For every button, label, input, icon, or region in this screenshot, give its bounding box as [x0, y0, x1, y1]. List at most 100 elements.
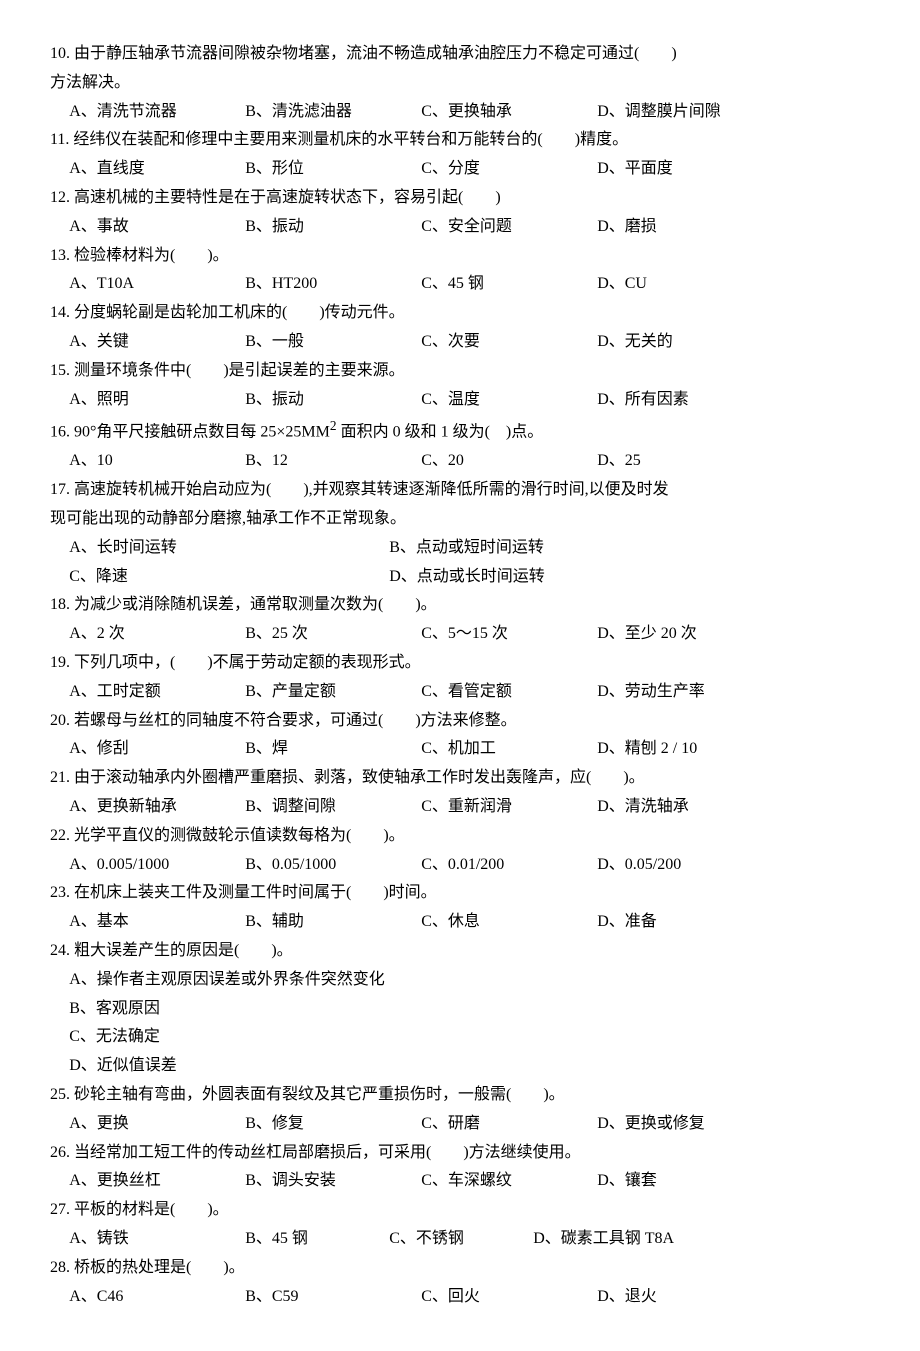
question-stem: 24. 粗大误差产生的原因是( )。 [50, 937, 870, 966]
option: D、碳素工具钢 T8A [533, 1225, 674, 1254]
question-stem: 12. 高速机械的主要特性是在于高速旋转状态下，容易引起( ) [50, 184, 870, 213]
options-row: A、事故B、振动C、安全问题D、磨损 [50, 213, 870, 242]
options-row: A、工时定额B、产量定额C、看管定额D、劳动生产率 [50, 678, 870, 707]
question-stem-continuation: 方法解决。 [50, 69, 870, 98]
option: C、重新润滑 [421, 793, 597, 822]
option: B、修复 [245, 1110, 421, 1139]
question-stem: 18. 为减少或消除随机误差，通常取测量次数为( )。 [50, 591, 870, 620]
options-row: A、基本B、辅助C、休息D、准备 [50, 908, 870, 937]
option: D、退火 [597, 1283, 657, 1312]
option: A、T10A [69, 270, 245, 299]
question-stem: 20. 若螺母与丝杠的同轴度不符合要求，可通过( )方法来修整。 [50, 707, 870, 736]
option: C、无法确定 [50, 1023, 870, 1052]
option: A、0.005/1000 [69, 851, 245, 880]
option: D、镶套 [597, 1167, 657, 1196]
option: A、更换 [69, 1110, 245, 1139]
option: B、调整间隙 [245, 793, 421, 822]
option: A、长时间运转 [69, 534, 389, 563]
option: A、基本 [69, 908, 245, 937]
option: A、操作者主观原因误差或外界条件突然变化 [50, 966, 870, 995]
option: C、安全问题 [421, 213, 597, 242]
option: B、45 钢 [245, 1225, 389, 1254]
option: D、0.05/200 [597, 851, 681, 880]
option: D、CU [597, 270, 647, 299]
option: B、一般 [245, 328, 421, 357]
option: D、近似值误差 [50, 1052, 870, 1081]
option: C、休息 [421, 908, 597, 937]
question-stem: 27. 平板的材料是( )。 [50, 1196, 870, 1225]
options-row: A、2 次B、25 次C、5～15 次D、至少 20 次 [50, 620, 870, 649]
option: C、0.01/200 [421, 851, 597, 880]
options-row: A、更换丝杠B、调头安装C、车深螺纹D、镶套 [50, 1167, 870, 1196]
options-row: A、照明B、振动C、温度D、所有因素 [50, 386, 870, 415]
options-row: A、10B、12C、20D、25 [50, 447, 870, 476]
option: B、调头安装 [245, 1167, 421, 1196]
options-row: A、直线度B、形位C、分度D、平面度 [50, 155, 870, 184]
option: C、温度 [421, 386, 597, 415]
option: C、研磨 [421, 1110, 597, 1139]
question-stem: 16. 90°角平尺接触研点数目每 25×25MM2 面积内 0 级和 1 级为… [50, 414, 870, 447]
option: B、焊 [245, 735, 421, 764]
option: D、调整膜片间隙 [597, 98, 721, 127]
option: A、修刮 [69, 735, 245, 764]
option: C、分度 [421, 155, 597, 184]
option: D、清洗轴承 [597, 793, 689, 822]
option: A、C46 [69, 1283, 245, 1312]
question-stem: 19. 下列几项中，( )不属于劳动定额的表现形式。 [50, 649, 870, 678]
question-stem: 25. 砂轮主轴有弯曲，外圆表面有裂纹及其它严重损伤时，一般需( )。 [50, 1081, 870, 1110]
option: D、点动或长时间运转 [389, 563, 545, 592]
options-row: A、T10AB、HT200C、45 钢D、CU [50, 270, 870, 299]
option: D、所有因素 [597, 386, 689, 415]
options-row: C、降速D、点动或长时间运转 [50, 563, 870, 592]
options-row: A、更换B、修复C、研磨D、更换或修复 [50, 1110, 870, 1139]
option: A、更换新轴承 [69, 793, 245, 822]
option: A、更换丝杠 [69, 1167, 245, 1196]
option: B、振动 [245, 213, 421, 242]
option: C、次要 [421, 328, 597, 357]
option: A、2 次 [69, 620, 245, 649]
option: D、更换或修复 [597, 1110, 705, 1139]
option: B、点动或短时间运转 [389, 534, 544, 563]
option: C、更换轴承 [421, 98, 597, 127]
options-row: A、长时间运转B、点动或短时间运转 [50, 534, 870, 563]
option: C、回火 [421, 1283, 597, 1312]
question-stem: 11. 经纬仪在装配和修理中主要用来测量机床的水平转台和万能转台的( )精度。 [50, 126, 870, 155]
question-stem: 10. 由于静压轴承节流器间隙被杂物堵塞，流油不畅造成轴承油腔压力不稳定可通过(… [50, 40, 870, 69]
option: A、清洗节流器 [69, 98, 245, 127]
option: B、产量定额 [245, 678, 421, 707]
option: D、25 [597, 447, 641, 476]
option: B、形位 [245, 155, 421, 184]
question-stem: 28. 桥板的热处理是( )。 [50, 1254, 870, 1283]
option: B、客观原因 [50, 995, 870, 1024]
option: D、平面度 [597, 155, 673, 184]
option: B、0.05/1000 [245, 851, 421, 880]
option: A、关键 [69, 328, 245, 357]
options-row: A、0.005/1000B、0.05/1000C、0.01/200D、0.05/… [50, 851, 870, 880]
option: C、45 钢 [421, 270, 597, 299]
option: B、C59 [245, 1283, 421, 1312]
option: D、准备 [597, 908, 657, 937]
option: D、磨损 [597, 213, 657, 242]
question-stem: 21. 由于滚动轴承内外圈槽严重磨损、剥落，致使轴承工作时发出轰隆声，应( )。 [50, 764, 870, 793]
option: C、看管定额 [421, 678, 597, 707]
question-stem-continuation: 现可能出现的动静部分磨擦,轴承工作不正常现象。 [50, 505, 870, 534]
question-stem: 26. 当经常加工短工件的传动丝杠局部磨损后，可采用( )方法继续使用。 [50, 1139, 870, 1168]
option: D、精刨 2 / 10 [597, 735, 697, 764]
option: C、20 [421, 447, 597, 476]
option: C、降速 [69, 563, 389, 592]
options-row: A、铸铁B、45 钢C、不锈钢D、碳素工具钢 T8A [50, 1225, 870, 1254]
option: A、事故 [69, 213, 245, 242]
option: C、不锈钢 [389, 1225, 533, 1254]
question-stem: 13. 检验棒材料为( )。 [50, 242, 870, 271]
question-stem: 22. 光学平直仪的测微鼓轮示值读数每格为( )。 [50, 822, 870, 851]
option: D、劳动生产率 [597, 678, 705, 707]
question-stem: 14. 分度蜗轮副是齿轮加工机床的( )传动元件。 [50, 299, 870, 328]
option: D、无关的 [597, 328, 673, 357]
option: D、至少 20 次 [597, 620, 697, 649]
option: B、HT200 [245, 270, 421, 299]
option: A、直线度 [69, 155, 245, 184]
option: C、机加工 [421, 735, 597, 764]
question-stem: 23. 在机床上装夹工件及测量工件时间属于( )时间。 [50, 879, 870, 908]
option: B、25 次 [245, 620, 421, 649]
options-row: A、更换新轴承B、调整间隙C、重新润滑D、清洗轴承 [50, 793, 870, 822]
